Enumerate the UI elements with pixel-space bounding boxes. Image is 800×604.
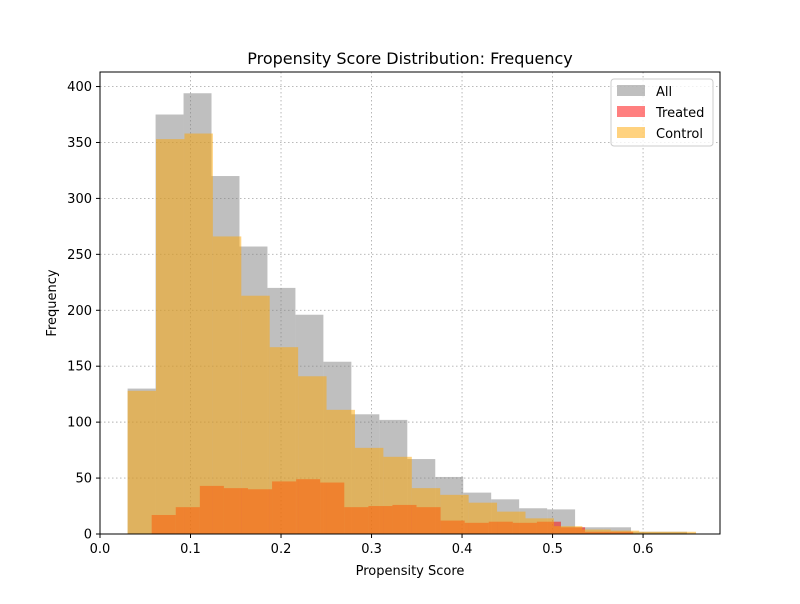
bar-control (468, 502, 498, 534)
x-tick-label: 0.4 (452, 542, 473, 557)
bar-control (127, 390, 157, 534)
legend-label-control: Control (656, 127, 703, 142)
x-tick-label: 0.6 (633, 542, 654, 557)
chart-title: Propensity Score Distribution: Frequency (247, 49, 573, 68)
histogram-bars (127, 93, 697, 534)
y-axis-label: Frequency (45, 269, 60, 336)
bar-control (553, 526, 583, 534)
plot-frame (99, 71, 721, 535)
x-tick-label: 0.2 (271, 542, 292, 557)
y-tick-label: 150 (67, 360, 92, 375)
x-tick-label: 0.5 (542, 542, 563, 557)
bar-control (440, 494, 469, 534)
x-axis-label: Propensity Score (356, 564, 465, 579)
legend-swatch-control (617, 127, 645, 138)
y-tick-label: 0 (84, 528, 92, 543)
y-tick-label: 50 (75, 472, 92, 487)
legend-swatch-all (617, 85, 645, 96)
y-tick-label: 100 (67, 416, 92, 431)
y-axis-ticks: 0 50 100 150 200 250 300 350 400 (67, 80, 100, 543)
x-axis-ticks: 0.0 0.1 0.2 0.3 0.4 0.5 0.6 (90, 534, 654, 557)
legend-label-all: All (656, 85, 672, 100)
y-tick-label: 350 (67, 136, 92, 151)
bar-control (354, 447, 384, 534)
legend-swatch-treated (617, 106, 645, 117)
y-tick-label: 400 (67, 80, 92, 95)
y-tick-label: 300 (67, 192, 92, 207)
x-tick-label: 0.1 (180, 542, 201, 557)
bar-control (411, 488, 441, 534)
bar-control (383, 456, 412, 534)
bar-control (212, 236, 242, 534)
bar-control (156, 139, 185, 534)
y-tick-label: 250 (67, 248, 92, 263)
bar-control (184, 133, 213, 534)
bar-control (241, 295, 270, 534)
bar-control (667, 531, 697, 534)
legend: All Treated Control (610, 78, 714, 147)
bar-control (497, 511, 526, 534)
bar-control (525, 518, 554, 534)
legend-label-treated: Treated (655, 106, 704, 121)
x-tick-label: 0.0 (90, 542, 111, 557)
bar-control (639, 531, 668, 534)
bar-control (610, 530, 640, 534)
bar-control (582, 529, 611, 534)
bar-control (298, 376, 327, 534)
bar-control (326, 409, 355, 534)
x-tick-label: 0.3 (361, 542, 382, 557)
y-tick-label: 200 (67, 304, 92, 319)
bar-control (269, 347, 299, 534)
